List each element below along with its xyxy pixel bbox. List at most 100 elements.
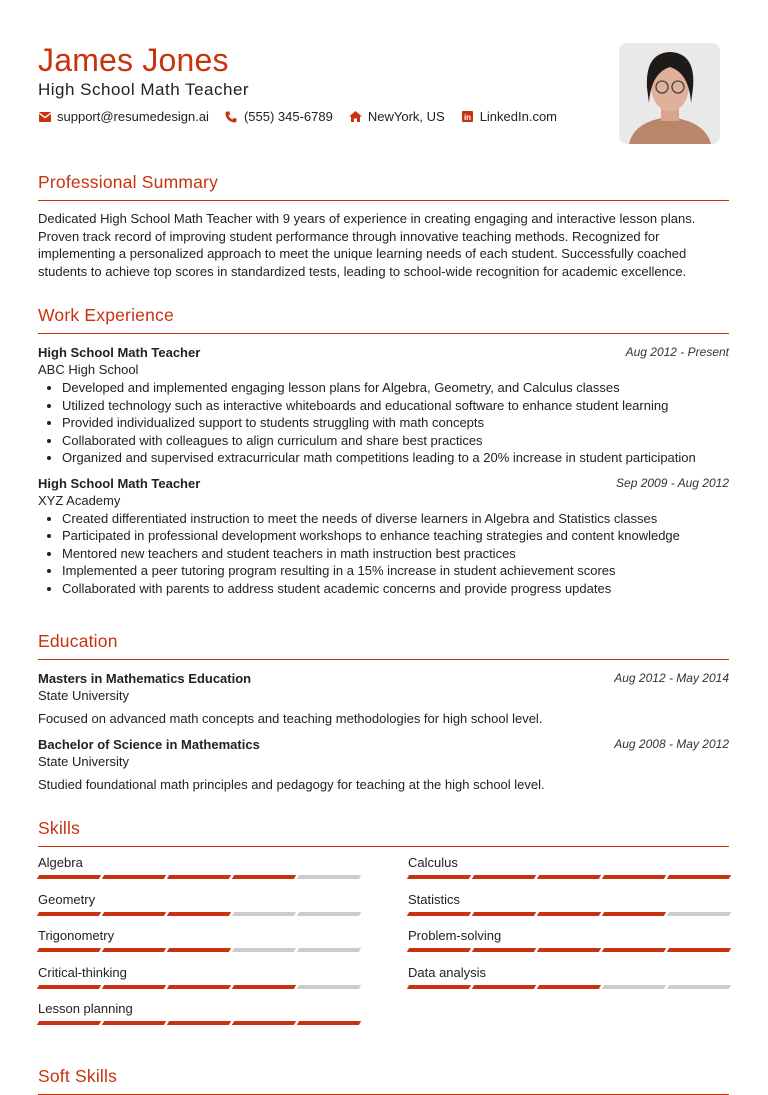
- skill-name: Data analysis: [408, 964, 487, 980]
- job-dates: Sep 2009 - Aug 2012: [616, 475, 729, 490]
- skill-level-segment: [536, 911, 602, 916]
- job-dates: Aug 2012 - Present: [625, 345, 729, 359]
- degree: Bachelor of Science in Mathematics: [38, 737, 260, 752]
- education-dates: Aug 2008 - May 2012: [614, 737, 729, 751]
- skill-level-segment: [101, 911, 167, 916]
- skill-level-segment: [36, 948, 102, 952]
- bullet-item: Utilized technology such as interactive …: [62, 397, 729, 415]
- skill-level-segment: [601, 948, 667, 952]
- skill-level-bar: [406, 875, 732, 879]
- skill-level-segment: [471, 948, 537, 952]
- skill-level-segment: [101, 1021, 167, 1025]
- contact-phone[interactable]: (555) 345-6789: [225, 109, 333, 124]
- skill-level-segment: [296, 875, 362, 879]
- skill-level-segment: [36, 875, 102, 879]
- school: State University: [38, 688, 130, 703]
- skill-level-segment: [406, 984, 472, 989]
- svg-text:in: in: [464, 113, 471, 122]
- education-entry: Bachelor of Science in Mathematics Aug 20…: [38, 736, 729, 793]
- skill-level-bar: [406, 984, 732, 989]
- skill-level-bar: [36, 911, 362, 916]
- bullet-item: Mentored new teachers and student teache…: [62, 545, 729, 563]
- skill-level-segment: [406, 948, 472, 952]
- summary-text: Dedicated High School Math Teacher with …: [38, 211, 696, 279]
- bullet-item: Collaborated with parents to address stu…: [62, 580, 729, 598]
- school: State University: [38, 754, 130, 769]
- skill-level-segment: [166, 948, 232, 952]
- skill-level-segment: [296, 948, 362, 952]
- skill-level-bar: [36, 948, 362, 952]
- job-bullets: Developed and implemented engaging lesso…: [38, 379, 729, 467]
- skill-name: Lesson planning: [38, 1001, 133, 1016]
- section-heading: Work Experience: [38, 305, 729, 334]
- skill-item: Critical-thinking: [36, 964, 362, 1001]
- skill-level-segment: [296, 911, 362, 916]
- contact-list: support@resumedesign.ai (555) 345-6789 N…: [38, 109, 557, 124]
- skill-level-segment: [101, 875, 167, 879]
- skill-item: Geometry: [36, 891, 362, 928]
- skill-level-segment: [406, 875, 472, 879]
- skills-section: Skills Algebra Calculus Geometry Statistics…: [36, 818, 732, 1037]
- contact-linkedin[interactable]: in LinkedIn.com: [461, 109, 557, 124]
- skill-level-segment: [666, 875, 732, 879]
- bullet-item: Collaborated with colleagues to align cu…: [62, 432, 729, 450]
- skill-level-segment: [231, 875, 297, 879]
- candidate-title: High School Math Teacher: [38, 80, 250, 99]
- skill-level-segment: [536, 984, 602, 989]
- contact-email[interactable]: support@resumedesign.ai: [38, 109, 209, 124]
- job-entry: High School Math Teacher Aug 2012 - Prese…: [38, 344, 729, 467]
- skill-item: Problem-solving: [406, 927, 732, 964]
- skill-item: Statistics: [406, 891, 732, 928]
- skill-level-segment: [471, 911, 537, 916]
- skill-name: Statistics: [408, 891, 461, 907]
- skill-item: Trigonometry: [36, 927, 362, 964]
- skill-item: Calculus: [406, 854, 732, 891]
- skill-level-segment: [101, 948, 167, 952]
- bullet-item: Created differentiated instruction to me…: [62, 510, 729, 528]
- job-title: High School Math Teacher: [38, 345, 201, 360]
- bullet-item: Provided individualized support to stude…: [62, 414, 729, 432]
- skill-item: Data analysis: [406, 964, 732, 1001]
- skill-name: Problem-solving: [408, 928, 502, 943]
- job-title: High School Math Teacher: [38, 475, 201, 491]
- skill-level-segment: [666, 948, 732, 952]
- skill-level-segment: [601, 875, 667, 879]
- section-heading: Education: [38, 631, 729, 660]
- skill-level-segment: [471, 875, 537, 879]
- education-description: Studied foundational math principles and…: [38, 777, 545, 792]
- job-company: XYZ Academy: [38, 492, 121, 508]
- skill-level-segment: [666, 984, 732, 989]
- skill-level-bar: [36, 1021, 362, 1025]
- skill-level-segment: [231, 911, 297, 916]
- skill-level-segment: [36, 911, 102, 916]
- home-icon: [348, 110, 362, 123]
- skill-level-segment: [296, 984, 362, 989]
- skill-level-segment: [101, 984, 167, 989]
- skill-level-bar: [36, 875, 362, 879]
- skill-level-segment: [231, 1021, 297, 1025]
- skill-name: Critical-thinking: [38, 964, 127, 980]
- degree: Masters in Mathematics Education: [38, 671, 252, 686]
- section-heading: Skills: [38, 818, 729, 847]
- bullet-item: Developed and implemented engaging lesso…: [62, 379, 729, 397]
- skill-level-segment: [406, 911, 472, 916]
- skill-name: Geometry: [38, 891, 96, 907]
- skill-name: Calculus: [408, 855, 458, 870]
- skill-level-segment: [471, 984, 537, 989]
- skill-level-bar: [406, 948, 732, 952]
- skill-name: Algebra: [38, 855, 83, 870]
- job-bullets: Created differentiated instruction to me…: [38, 510, 729, 598]
- profile-photo: [619, 43, 720, 144]
- phone-icon: [225, 110, 238, 123]
- skill-level-segment: [666, 911, 732, 916]
- bullet-item: Organized and supervised extracurricular…: [62, 449, 729, 467]
- skill-level-segment: [231, 948, 297, 952]
- education-dates: Aug 2012 - May 2014: [614, 671, 729, 685]
- linkedin-icon: in: [461, 110, 474, 123]
- education-entry: Masters in Mathematics Education Aug 2012…: [38, 670, 729, 727]
- skill-level-segment: [166, 875, 232, 879]
- envelope-icon: [38, 110, 51, 123]
- contact-location: NewYork, US: [348, 109, 445, 124]
- skill-level-segment: [36, 984, 102, 989]
- skill-level-segment: [601, 911, 667, 916]
